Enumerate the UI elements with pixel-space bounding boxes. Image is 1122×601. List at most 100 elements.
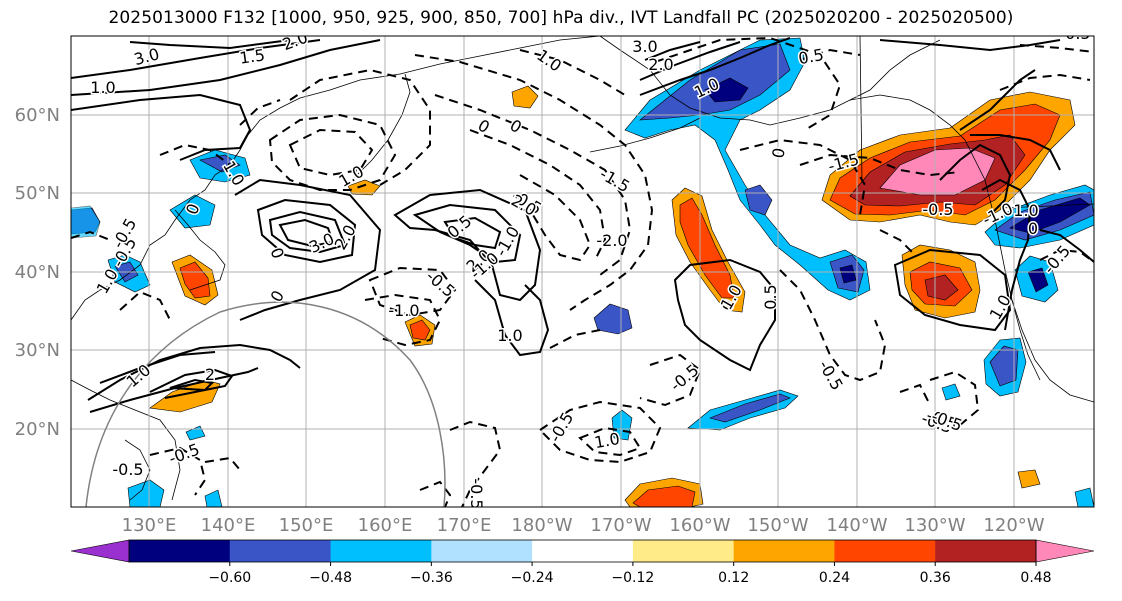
- contour-solid-9: [393, 188, 542, 302]
- contour-dash-20: [538, 400, 662, 464]
- contour-solid-1: [71, 39, 321, 79]
- colorbar-tick-label: −0.48: [309, 570, 352, 586]
- shade-dark-alaska: [704, 77, 749, 103]
- contour-label: -0.5: [166, 440, 202, 469]
- shade-mid-subtrop: [709, 393, 791, 423]
- shade-orange-sea: [149, 379, 221, 413]
- shade-red-trop: [632, 485, 696, 507]
- contour-solid-13: [673, 258, 776, 372]
- contour-dash-25: [204, 456, 241, 471]
- contour-solid-14: [893, 248, 1012, 332]
- lon-label: 130°E: [122, 515, 177, 536]
- contour-dash-24: [149, 446, 207, 496]
- coast-japan: [174, 209, 226, 291]
- contour-dash-22: [449, 420, 502, 507]
- border-alaska: [859, 36, 863, 181]
- contour-label: 0.5: [444, 211, 476, 242]
- contour-label: -0.5: [545, 409, 577, 446]
- lat-label: 40°N: [15, 262, 60, 283]
- contour-solid-3: [71, 93, 252, 161]
- shade-red-pac: [409, 319, 431, 341]
- lat-label: 20°N: [15, 419, 60, 440]
- contour-solid-22: [639, 37, 791, 96]
- contour-dash-33: [879, 229, 916, 256]
- lon-label: 140°W: [826, 515, 887, 536]
- shade-red-china: [179, 261, 211, 299]
- contour-dash-13: [519, 49, 626, 96]
- contour-label: 0: [768, 146, 788, 159]
- contour-dash-16: [654, 36, 842, 131]
- lon-label: 120°W: [983, 515, 1044, 536]
- contour-dash-27: [899, 383, 931, 406]
- contour-solid-23: [87, 343, 301, 401]
- contour-dash-31: [71, 230, 111, 241]
- contour-label: 2.0: [648, 55, 673, 74]
- lon-label: 170°W: [590, 515, 651, 536]
- plot-title: 2025013000 F132 [1000, 950, 925, 900, 85…: [108, 8, 1014, 28]
- lon-label: 140°E: [201, 515, 256, 536]
- contour-dash-9: [364, 293, 442, 347]
- longitude-labels: 130°E 140°E 150°E 160°E 170°E 180°W 170°…: [122, 515, 1045, 536]
- coast-aleutians: [589, 117, 701, 153]
- contour-label: 1.0: [1013, 201, 1038, 220]
- contour-label: -0.5: [112, 460, 143, 479]
- shade-orange-okh: [511, 85, 539, 109]
- shade-blue-sm3: [941, 383, 961, 401]
- contour-dash-30: [1039, 248, 1094, 263]
- contour-dash-14: [739, 138, 867, 216]
- contour-solid-27: [99, 351, 216, 384]
- colorbar-swatch: [834, 540, 936, 562]
- contour-solid-4: [129, 39, 291, 50]
- contour-dash-10: [119, 290, 171, 321]
- lon-label: 160°W: [669, 515, 730, 536]
- colorbar-swatch: [632, 540, 735, 562]
- colorbar-tick-label: −0.60: [208, 570, 251, 586]
- contour-dash-5: [434, 94, 632, 276]
- colorbar-swatch: [935, 540, 1037, 562]
- contour-solid-28: [879, 39, 1061, 52]
- contour-label: 1.0: [90, 78, 115, 97]
- contour-label: -0.5: [815, 357, 847, 394]
- contour-label: 1.0: [533, 45, 565, 75]
- contour-label: -1.0: [388, 301, 419, 320]
- shade-blue-sm5: [1074, 487, 1094, 507]
- contour-dash-17: [799, 48, 861, 61]
- lat-label: 60°N: [15, 105, 60, 126]
- contour-solid-20: [644, 41, 701, 61]
- contour-solid-11: [443, 216, 502, 250]
- lon-label: 150°E: [279, 515, 334, 536]
- contour-solid-18: [981, 178, 1032, 331]
- colorbar-swatch: [431, 540, 533, 562]
- shade-dark-pac: [839, 264, 857, 284]
- contour-solid-24: [89, 367, 259, 413]
- contour-label: 1.0: [593, 429, 621, 452]
- lat-label: 50°N: [15, 183, 60, 204]
- contour-dash-8: [368, 266, 457, 317]
- contour-label: 0: [266, 245, 287, 261]
- contour-dash-29: [1019, 44, 1094, 53]
- contour-label: -0.5: [922, 200, 953, 219]
- contour-dash-2: [288, 128, 374, 177]
- colorbar-tick-label: −0.12: [611, 570, 654, 586]
- contour-label: 0: [1028, 219, 1038, 238]
- coast-alaska: [599, 36, 941, 126]
- shade-mid-okhotsk: [199, 154, 241, 173]
- contour-dash-32: [549, 329, 601, 349]
- shade-orange-sm4: [1017, 469, 1041, 489]
- colorbar-swatch: [129, 540, 231, 562]
- contour-label: 0.5: [797, 45, 825, 68]
- coast-kamchatka: [351, 73, 411, 181]
- contour-dash-6: [469, 129, 607, 261]
- contour-dash-12: [159, 143, 231, 166]
- shade-blue-taiwan: [185, 425, 206, 441]
- contour-dash-4: [414, 54, 654, 311]
- border-us-canada: [999, 203, 1094, 209]
- shade-blue-wpac2: [71, 205, 101, 239]
- divergence-contours: [71, 36, 1094, 507]
- contour-solid-15: [959, 69, 1036, 131]
- contour-dash-1: [268, 113, 397, 191]
- contour-dash-11: [239, 99, 281, 126]
- lon-label: 170°E: [437, 515, 492, 536]
- contour-label: -0.5: [467, 478, 486, 509]
- shade-red-cpac: [679, 197, 735, 299]
